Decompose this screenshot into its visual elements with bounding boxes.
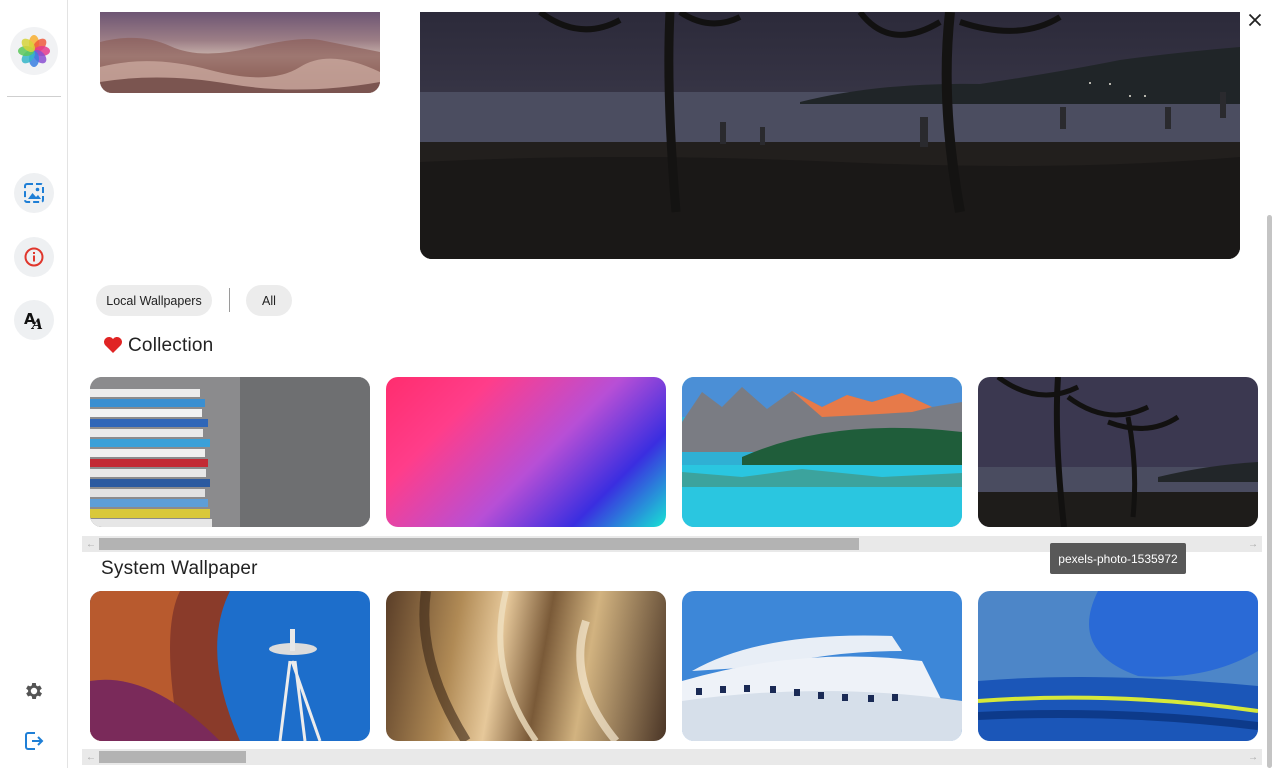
logout-button[interactable] [20, 727, 48, 755]
collection-title: Collection [128, 335, 214, 356]
system-scroll-thumb[interactable] [99, 751, 246, 763]
collection-scrollbar[interactable]: ← → [82, 536, 1262, 552]
lake-image [682, 377, 962, 527]
font-nav-button[interactable]: A A [14, 300, 54, 340]
collection-scroll-thumb[interactable] [99, 538, 859, 550]
canyon-preview-image[interactable] [100, 12, 380, 93]
white-building-wallpaper[interactable] [682, 591, 962, 741]
metal-abstract-image [419, 591, 620, 741]
logout-icon [25, 732, 44, 750]
canyon-scene [100, 37, 380, 93]
system-wallpaper-title: System Wallpaper [101, 558, 258, 579]
lake-mountains-wallpaper[interactable] [682, 377, 962, 527]
scroll-left-arrow[interactable]: ← [86, 751, 96, 763]
main-content: Local Wallpapers All Collection [68, 0, 1280, 768]
beach-hero-image[interactable] [420, 12, 1240, 259]
info-icon [24, 247, 44, 267]
white-building-image [682, 591, 962, 741]
photos-flower-icon [18, 35, 50, 67]
metal-abstract-wallpaper[interactable] [386, 591, 666, 741]
local-wallpapers-chip[interactable]: Local Wallpapers [96, 285, 212, 316]
system-wallpaper-scrollbar[interactable]: ← → [82, 749, 1262, 765]
blue-building-image [978, 591, 1258, 741]
all-chip[interactable]: All [246, 285, 292, 316]
books-image [90, 377, 370, 527]
gradient-wallpaper[interactable] [386, 377, 666, 527]
wallpaper-icon [24, 183, 44, 203]
blue-building-wallpaper[interactable] [978, 591, 1258, 741]
beach-scene [420, 12, 1240, 259]
font-icon: A A [24, 310, 43, 332]
close-icon [1248, 13, 1262, 27]
gear-icon [26, 683, 42, 699]
scroll-left-arrow[interactable]: ← [86, 538, 96, 550]
wallpaper-nav-button[interactable] [14, 173, 54, 213]
scroll-right-arrow[interactable]: → [1248, 538, 1258, 550]
beach-palms-image [978, 377, 1258, 527]
svg-text:A: A [24, 310, 36, 328]
svg-text:A: A [30, 317, 43, 332]
close-button[interactable] [1241, 8, 1269, 32]
beach-palms-wallpaper[interactable] [978, 377, 1258, 527]
sidebar: A A [0, 0, 68, 768]
settings-button[interactable] [20, 677, 48, 705]
space-needle-wallpaper[interactable] [90, 591, 370, 741]
heart-icon [104, 337, 122, 353]
chip-separator [229, 288, 230, 312]
space-needle-image [90, 591, 370, 741]
sidebar-divider [7, 96, 61, 97]
vertical-scrollbar[interactable] [1267, 215, 1272, 768]
books-wallpaper[interactable] [90, 377, 370, 527]
scroll-right-arrow[interactable]: → [1248, 751, 1258, 763]
info-nav-button[interactable] [14, 237, 54, 277]
app-logo[interactable] [10, 27, 58, 75]
wallpaper-tooltip: pexels-photo-1535972 [1050, 543, 1186, 574]
